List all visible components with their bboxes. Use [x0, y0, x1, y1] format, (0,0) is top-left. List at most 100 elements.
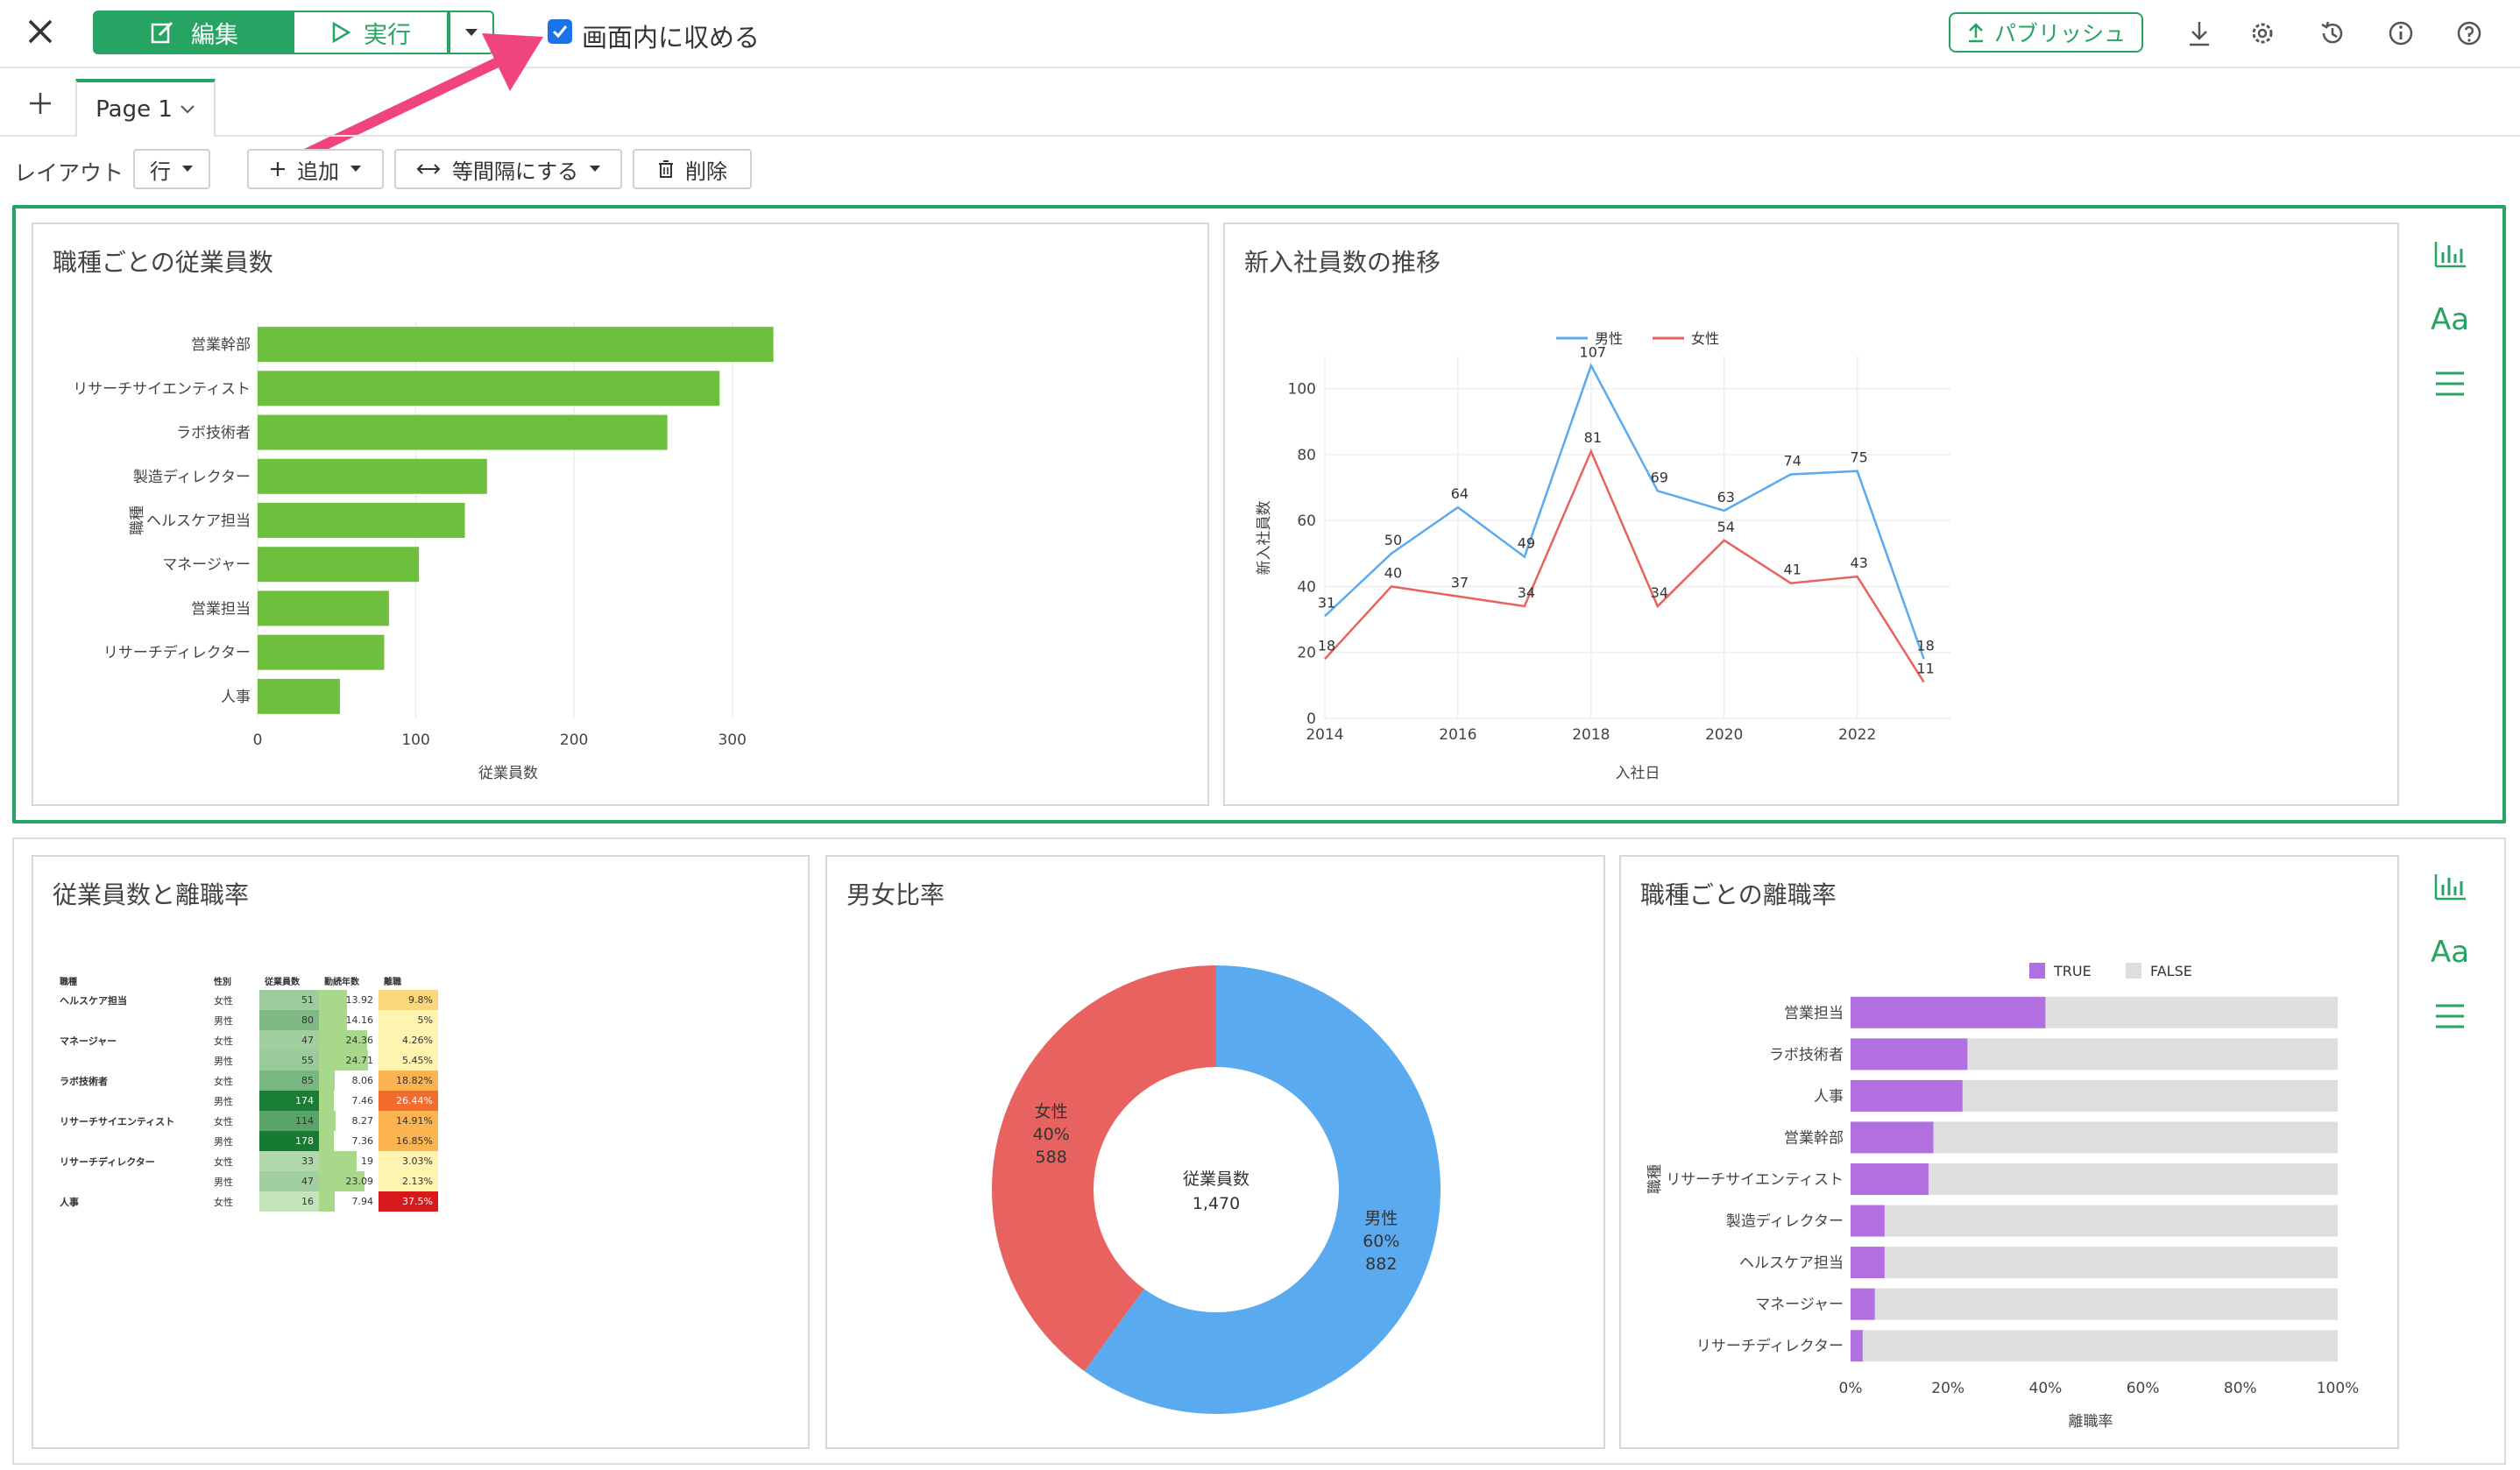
bar-segment: [1962, 1079, 2338, 1112]
table-cell: 男性: [214, 1095, 233, 1107]
y-tick-label: 営業担当: [191, 600, 251, 618]
table-cell: 3.03%: [379, 1151, 438, 1171]
employees-by-role-panel[interactable]: 職種ごとの従業員数 0 100 200 300 営業幹部 リサーチサイエンティスト ラボ技術…: [32, 223, 1209, 806]
y-tick-label: 人事: [1814, 1088, 1844, 1106]
column-header: 勤続年数: [324, 977, 359, 987]
y-tick-label: 40: [1297, 578, 1316, 596]
gender-ratio-panel[interactable]: 男女比率 男性 60% 882 女性 40% 588 従業員数 1,470: [825, 855, 1605, 1449]
table-row: リサーチディレクター 女性 33 19 3.03%: [54, 1151, 438, 1171]
help-icon[interactable]: [2453, 18, 2485, 49]
donut-slice: [992, 965, 1216, 1372]
delete-button[interactable]: 削除: [633, 149, 752, 189]
data-label: 40: [1384, 564, 1402, 581]
font-style-icon[interactable]: Aa: [2429, 930, 2471, 972]
table-cell: 8.06: [319, 1071, 379, 1091]
data-label: 75: [1850, 449, 1867, 466]
table-row: 男性 55 24.71 5.45%: [54, 1050, 438, 1071]
settings-gear-icon[interactable]: [2247, 18, 2278, 49]
employees-attrition-table-panel[interactable]: 従業員数と離職率 職種 性別 従業員数 勤続年数 離職 ヘルスケア担当 女性 51 13.92…: [32, 855, 810, 1449]
bar: [258, 327, 774, 363]
bar: [258, 371, 720, 406]
font-style-icon[interactable]: Aa: [2429, 298, 2471, 340]
annotation-arrow: [293, 33, 543, 163]
data-label: 54: [1717, 519, 1735, 535]
legend-label: TRUE: [2053, 963, 2092, 979]
run-button[interactable]: 実行: [294, 11, 449, 54]
dashboard-row-1[interactable]: [12, 205, 2506, 823]
equal-spacing-button[interactable]: 等間隔にする: [394, 149, 622, 189]
menu-icon[interactable]: [2429, 995, 2471, 1037]
edit-icon: [151, 21, 173, 44]
table-row: 人事 女性 16 7.94 37.5%: [54, 1191, 438, 1212]
new-hires-trend-chart: 0 20 40 60 80 100 2014 2016 2018 2020 2022 31 50 64 49…: [1256, 330, 1950, 782]
y-tick-label: 80: [1297, 447, 1316, 464]
x-tick-label: 80%: [2224, 1380, 2257, 1397]
y-tick-label: ラボ技術者: [176, 425, 251, 442]
caret-down-icon: [350, 166, 361, 172]
data-label: 43: [1850, 555, 1867, 571]
info-icon[interactable]: [2385, 18, 2417, 49]
table-cell: [54, 1010, 209, 1030]
bar-segment: [1933, 1121, 2338, 1154]
table-cell: 33: [259, 1151, 319, 1171]
table-cell: 14.16: [319, 1010, 379, 1030]
new-hires-trend-panel[interactable]: 新入社員数の推移 0 20 40 60 80 100 2014 2016 2018 2020 202…: [1223, 223, 2399, 806]
add-page-icon[interactable]: [25, 88, 56, 119]
attrition-by-role-panel[interactable]: 職種ごとの離職率 0% 20% 40% 60% 80% 100% 営業担当 ラボ技術者 人事 営業…: [1619, 855, 2399, 1449]
svg-text:Aa: Aa: [2431, 935, 2469, 970]
y-tick-label: ヘルスケア担当: [146, 512, 251, 530]
history-icon[interactable]: [2317, 18, 2348, 49]
table-cell: 16.85%: [379, 1131, 438, 1151]
y-tick-label: 0: [1306, 710, 1316, 728]
slice-percent: 40%: [1033, 1125, 1070, 1144]
data-label: 74: [1784, 452, 1802, 469]
add-button[interactable]: 追加: [247, 149, 384, 189]
play-icon: [332, 21, 351, 44]
table-cell: 5%: [379, 1010, 438, 1030]
chevron-down-icon: [181, 105, 195, 114]
panel-title: 職種ごとの離職率: [1640, 880, 1837, 909]
y-tick-label: マネージャー: [162, 556, 251, 574]
y-tick-label: マネージャー: [1755, 1297, 1844, 1314]
close-icon[interactable]: [23, 14, 58, 49]
x-tick-label: 200: [560, 731, 588, 749]
table-cell: 18.82%: [379, 1071, 438, 1091]
tab-page-1[interactable]: Page 1: [75, 79, 216, 137]
legend-swatch: [2029, 963, 2045, 979]
y-axis-label: 新入社員数: [1256, 501, 1273, 576]
x-tick-label: 2022: [1838, 726, 1876, 744]
table-cell: 9.8%: [379, 990, 438, 1010]
chart-type-icon[interactable]: [2429, 866, 2471, 908]
dashboard-row-2[interactable]: [12, 837, 2506, 1465]
table-cell: 47: [259, 1030, 319, 1050]
table-cell: 女性: [214, 1156, 233, 1168]
table-cell: 男性: [214, 1055, 233, 1067]
table-cell: [54, 1131, 209, 1151]
table-row: マネージャー 女性 47 24.36 4.26%: [54, 1030, 438, 1050]
data-label: 107: [1580, 343, 1607, 360]
menu-icon[interactable]: [2429, 363, 2471, 405]
x-axis-label: 入社日: [1616, 765, 1660, 782]
run-dropdown-button[interactable]: [449, 11, 494, 54]
chart-type-icon[interactable]: [2429, 233, 2471, 275]
publish-button[interactable]: パブリッシュ: [1949, 12, 2143, 53]
bar-segment: [1851, 1121, 1934, 1154]
download-icon[interactable]: [2184, 18, 2215, 49]
y-tick-label: 製造ディレクター: [133, 468, 251, 486]
data-label: 81: [1584, 429, 1602, 446]
data-label: 64: [1451, 485, 1469, 502]
fit-to-screen-checkbox[interactable]: [548, 19, 572, 44]
fit-to-screen-label[interactable]: 画面内に収める: [582, 23, 761, 53]
table-cell: 女性: [214, 994, 233, 1007]
y-tick-label: 20: [1297, 645, 1316, 662]
row-layout-select[interactable]: 行: [133, 149, 210, 189]
data-label: 18: [1318, 637, 1335, 654]
data-label: 50: [1384, 532, 1402, 548]
y-tick-label: リサーチサイエンティスト: [73, 380, 251, 398]
x-tick-label: 0%: [1839, 1380, 1863, 1397]
bar-segment: [1851, 1247, 1885, 1279]
table-cell: ヘルスケア担当: [60, 994, 127, 1007]
edit-button[interactable]: 編集: [93, 11, 294, 54]
bar-segment: [1874, 1288, 2338, 1320]
y-tick-label: 営業担当: [1784, 1005, 1844, 1022]
